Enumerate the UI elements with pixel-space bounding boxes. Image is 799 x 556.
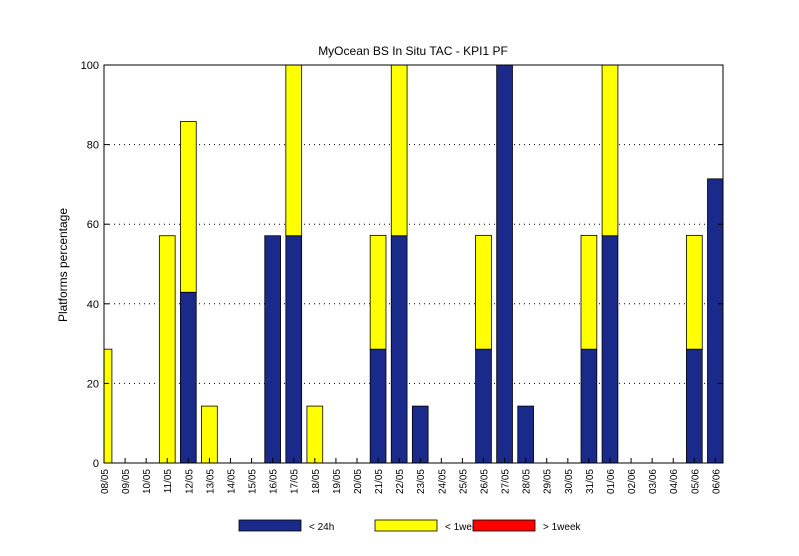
y-tick-label: 80: [87, 140, 99, 152]
bar-segment: [264, 235, 281, 463]
x-tick-label: 09/05: [121, 469, 132, 494]
legend-swatch: [374, 519, 438, 532]
x-tick-label: 18/05: [311, 469, 322, 494]
x-tick-label: 10/05: [142, 469, 153, 494]
x-tick-label: 21/05: [374, 469, 385, 494]
y-tick-label: 0: [93, 458, 99, 470]
gridlines: [104, 144, 723, 384]
legend-label: < 24h: [309, 522, 334, 533]
bar-segment: [686, 348, 703, 463]
bar-segment: [411, 405, 429, 463]
x-tick-label: 29/05: [543, 469, 554, 494]
bar-segment: [201, 405, 218, 463]
x-tick-label: 22/05: [395, 469, 406, 494]
y-ticks: 0 20 40 60 80 100: [81, 60, 723, 470]
legend-label: > 1week: [543, 522, 582, 533]
x-tick-label: 15/05: [248, 469, 259, 494]
x-tick-label: 17/05: [290, 469, 301, 494]
bar-segment: [285, 235, 303, 463]
bar-segment: [686, 234, 703, 350]
bar-segment: [475, 348, 492, 463]
x-tick-label: 02/06: [627, 469, 638, 494]
bar-segment: [285, 65, 303, 237]
x-tick-label: 19/05: [332, 469, 343, 494]
y-tick-label: 40: [87, 299, 99, 311]
x-tick-label: 30/05: [564, 469, 575, 494]
bars: [104, 65, 723, 463]
x-tick-label: 08/05: [100, 469, 111, 494]
x-tick-label: 28/05: [522, 469, 533, 494]
x-tick-label: 16/05: [269, 469, 280, 494]
x-tick-label: 27/05: [501, 469, 512, 494]
legend-swatch: [472, 519, 536, 532]
bar-segment: [601, 235, 619, 463]
legend: < 24h < 1week > 1week: [238, 519, 582, 533]
bar-segment: [369, 234, 387, 350]
x-tick-label: 01/06: [606, 469, 617, 494]
bar-segment: [580, 348, 598, 463]
x-tick-label: 04/06: [669, 469, 680, 494]
bar-segment: [104, 348, 113, 463]
bar-segment: [390, 65, 408, 237]
x-tick-label: 13/05: [205, 469, 216, 494]
legend-label: < 1week: [445, 522, 484, 533]
x-tick-label: 14/05: [226, 469, 237, 494]
bar-segment: [580, 234, 598, 350]
bar-segment: [475, 234, 492, 350]
bar-segment: [496, 65, 513, 463]
y-axis-label: Platforms percentage: [56, 208, 70, 322]
x-tick-label: 24/05: [437, 469, 448, 494]
x-tick-label: 31/05: [585, 469, 596, 494]
x-tick-label: 20/05: [353, 469, 364, 494]
y-tick-label: 20: [87, 378, 99, 390]
bar-segment: [517, 405, 534, 463]
bar-segment: [390, 235, 408, 463]
x-ticks: 08/05 09/05 10/05 11/05 12/05 13/05 14/05 15/05…: [100, 458, 722, 494]
chart-title: MyOcean BS In Situ TAC - KPI1 PF: [318, 44, 508, 58]
x-tick-label: 03/06: [648, 469, 659, 494]
bar-segment: [180, 291, 197, 463]
y-tick-label: 60: [87, 219, 99, 231]
bar-segment: [158, 235, 176, 463]
bar-segment: [601, 65, 619, 237]
plot-frame: [103, 64, 724, 464]
bar-segment: [306, 405, 324, 463]
x-tick-label: 23/05: [416, 469, 427, 494]
legend-swatch: [238, 519, 302, 532]
x-tick-label: 12/05: [184, 469, 195, 494]
x-tick-label: 05/06: [690, 469, 701, 494]
y-tick-label: 100: [81, 60, 99, 72]
x-tick-label: 25/05: [458, 469, 469, 494]
x-tick-label: 26/05: [479, 469, 490, 494]
bar-segment: [369, 348, 387, 463]
x-tick-label: 06/06: [711, 469, 722, 494]
bar-segment: [180, 121, 197, 293]
bar-segment: [707, 178, 723, 463]
x-tick-label: 11/05: [163, 469, 174, 494]
